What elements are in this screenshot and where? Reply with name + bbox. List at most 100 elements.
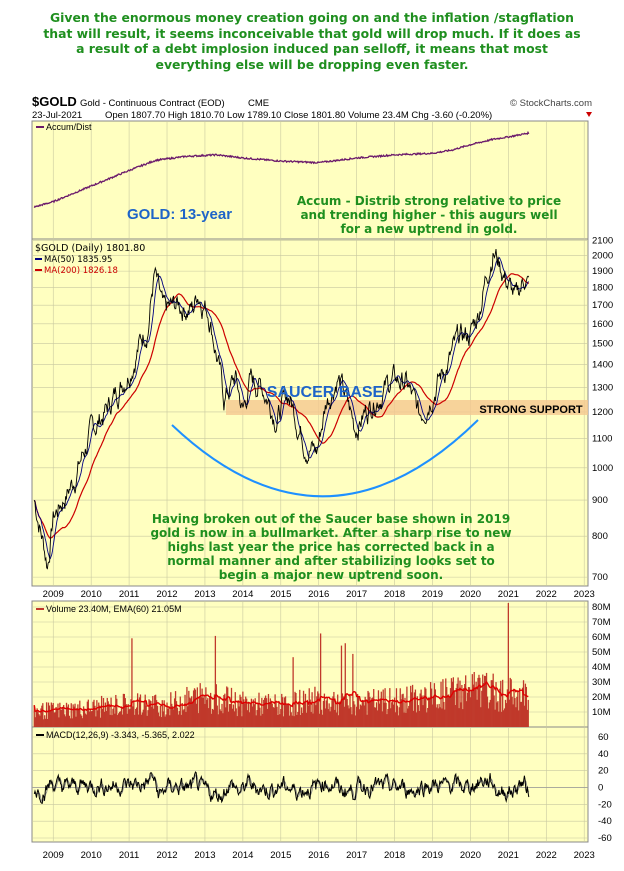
y-tick-label: -60 bbox=[598, 833, 612, 844]
y-tick-label: 40 bbox=[598, 749, 609, 760]
chart-name: Gold - Continuous Contract (EOD) bbox=[80, 98, 225, 109]
price-line bbox=[33, 249, 530, 570]
y-tick-label: 60M bbox=[592, 632, 611, 643]
x-tick-label: 2023 bbox=[574, 589, 595, 600]
headline-text: Given the enormous money creation going … bbox=[0, 10, 624, 72]
x-tick-label: 2012 bbox=[156, 850, 177, 861]
x-tick-label: 2011 bbox=[119, 589, 139, 600]
y-tick-label: 800 bbox=[592, 531, 608, 542]
ohlc-readout: Open 1807.70 High 1810.70 Low 1789.10 Cl… bbox=[105, 110, 492, 121]
macd-legend: MACD(12,26,9) -3.343, -5.365, 2.022 bbox=[36, 730, 195, 740]
x-tick-label: 2013 bbox=[194, 850, 215, 861]
strong-support-label: STRONG SUPPORT bbox=[479, 404, 583, 416]
y-tick-label: 1100 bbox=[592, 434, 612, 445]
price-legend: $GOLD (Daily) 1801.80 MA(50) 1835.95 MA(… bbox=[35, 243, 145, 276]
x-tick-label: 2022 bbox=[536, 589, 557, 600]
breakout-note-line: Having broken out of the Saucer base sho… bbox=[152, 512, 510, 526]
x-tick-label: 2022 bbox=[536, 850, 557, 861]
breakout-note-line: gold is now in a bullmarket. After a sha… bbox=[150, 526, 511, 540]
ma200-legend-label: MA(200) 1826.18 bbox=[44, 266, 118, 276]
x-tick-label: 2023 bbox=[574, 850, 595, 861]
accum-note-line: and trending higher - this augurs well bbox=[300, 208, 557, 222]
accum-note-line: for a new uptrend in gold. bbox=[341, 222, 518, 236]
y-tick-label: 1400 bbox=[592, 360, 613, 371]
macd-panel bbox=[31, 726, 589, 843]
y-tick-label: 20 bbox=[598, 766, 609, 777]
macd-legend-label: MACD(12,26,9) -3.343, -5.365, 2.022 bbox=[46, 730, 195, 740]
accum-legend-label: Accum/Dist bbox=[46, 122, 92, 132]
x-tick-label: 2013 bbox=[194, 589, 215, 600]
down-arrow-icon bbox=[586, 112, 592, 117]
y-tick-label: 1500 bbox=[592, 339, 613, 350]
y-tick-label: 40M bbox=[592, 662, 611, 673]
volume-ema-line bbox=[33, 680, 529, 713]
x-tick-label: 2014 bbox=[232, 850, 253, 861]
x-tick-label: 2015 bbox=[270, 850, 291, 861]
x-tick-label: 2017 bbox=[346, 589, 367, 600]
y-tick-label: 2000 bbox=[592, 250, 613, 261]
y-tick-label: 10M bbox=[592, 707, 611, 718]
y-tick-label: 2100 bbox=[592, 235, 613, 246]
x-tick-label: 2019 bbox=[422, 589, 443, 600]
breakout-note-line: normal manner and after stabilizing look… bbox=[167, 554, 495, 568]
x-tick-label: 2019 bbox=[422, 850, 443, 861]
x-tick-label: 2021 bbox=[498, 850, 519, 861]
macd-line bbox=[33, 771, 530, 804]
gold-title-annotation: GOLD: 13-year bbox=[127, 206, 232, 223]
stockcharts-credit: © StockCharts.com bbox=[510, 98, 592, 109]
x-tick-label: 2009 bbox=[43, 589, 64, 600]
y-tick-label: 1800 bbox=[592, 283, 613, 294]
accum-note-line: Accum - Distrib strong relative to price bbox=[297, 194, 561, 208]
volume-legend-label: Volume 23.40M, EMA(60) 21.05M bbox=[46, 604, 182, 614]
x-tick-label: 2014 bbox=[232, 589, 253, 600]
breakout-annotation: Having broken out of the Saucer base sho… bbox=[150, 512, 511, 582]
x-tick-label: 2018 bbox=[384, 589, 405, 600]
headline-line: Given the enormous money creation going … bbox=[50, 10, 574, 25]
accum-panel bbox=[31, 120, 589, 240]
price-legend-label: $GOLD (Daily) 1801.80 bbox=[35, 243, 145, 254]
headline-line: that will result, it seems inconceivable… bbox=[43, 25, 581, 41]
y-tick-label: 60 bbox=[598, 732, 609, 743]
chart-exchange: CME bbox=[248, 98, 269, 109]
saucer-base-label: SAUCER BASE bbox=[267, 384, 384, 401]
ma50-legend-label: MA(50) 1835.95 bbox=[44, 255, 112, 265]
y-tick-label: 1000 bbox=[592, 463, 613, 474]
x-tick-label: 2016 bbox=[308, 589, 329, 600]
y-tick-label: 20M bbox=[592, 692, 611, 703]
y-tick-label: 70M bbox=[592, 617, 611, 628]
x-tick-label: 2010 bbox=[81, 589, 102, 600]
chart-date: 23-Jul-2021 bbox=[32, 110, 82, 121]
y-tick-label: 1300 bbox=[592, 382, 613, 393]
breakout-note-line: highs last year the price has corrected … bbox=[167, 540, 494, 554]
x-tick-label: 2018 bbox=[384, 850, 405, 861]
x-tick-label: 2015 bbox=[270, 589, 291, 600]
y-tick-label: 80M bbox=[592, 602, 611, 613]
x-tick-label: 2020 bbox=[460, 589, 481, 600]
chart-symbol: $GOLD bbox=[32, 94, 77, 109]
y-tick-label: 1200 bbox=[592, 407, 613, 418]
strong-support-band bbox=[226, 400, 588, 415]
y-tick-label: -20 bbox=[598, 799, 612, 810]
x-tick-label: 2021 bbox=[498, 589, 519, 600]
saucer-base-arc bbox=[171, 419, 479, 498]
headline-line: everything else will be dropping even fa… bbox=[155, 56, 469, 72]
volume-legend: Volume 23.40M, EMA(60) 21.05M bbox=[36, 604, 182, 614]
y-tick-label: 0 bbox=[598, 783, 603, 794]
y-tick-label: 50M bbox=[592, 647, 611, 658]
y-tick-label: 1900 bbox=[592, 266, 613, 277]
y-tick-label: 700 bbox=[592, 572, 608, 583]
y-tick-label: 1600 bbox=[592, 319, 613, 330]
x-tick-label: 2020 bbox=[460, 850, 481, 861]
x-tick-label: 2010 bbox=[81, 850, 102, 861]
accum-annotation: Accum - Distrib strong relative to price… bbox=[297, 194, 561, 236]
y-tick-label: -40 bbox=[598, 816, 612, 827]
accum-dist-line bbox=[33, 130, 530, 208]
y-tick-label: 30M bbox=[592, 677, 611, 688]
accum-legend: Accum/Dist bbox=[36, 122, 92, 132]
x-tick-label: 2012 bbox=[156, 589, 177, 600]
x-tick-label: 2011 bbox=[119, 850, 139, 861]
y-tick-label: 1700 bbox=[592, 300, 613, 311]
x-tick-label: 2017 bbox=[346, 850, 367, 861]
x-tick-label: 2016 bbox=[308, 850, 329, 861]
